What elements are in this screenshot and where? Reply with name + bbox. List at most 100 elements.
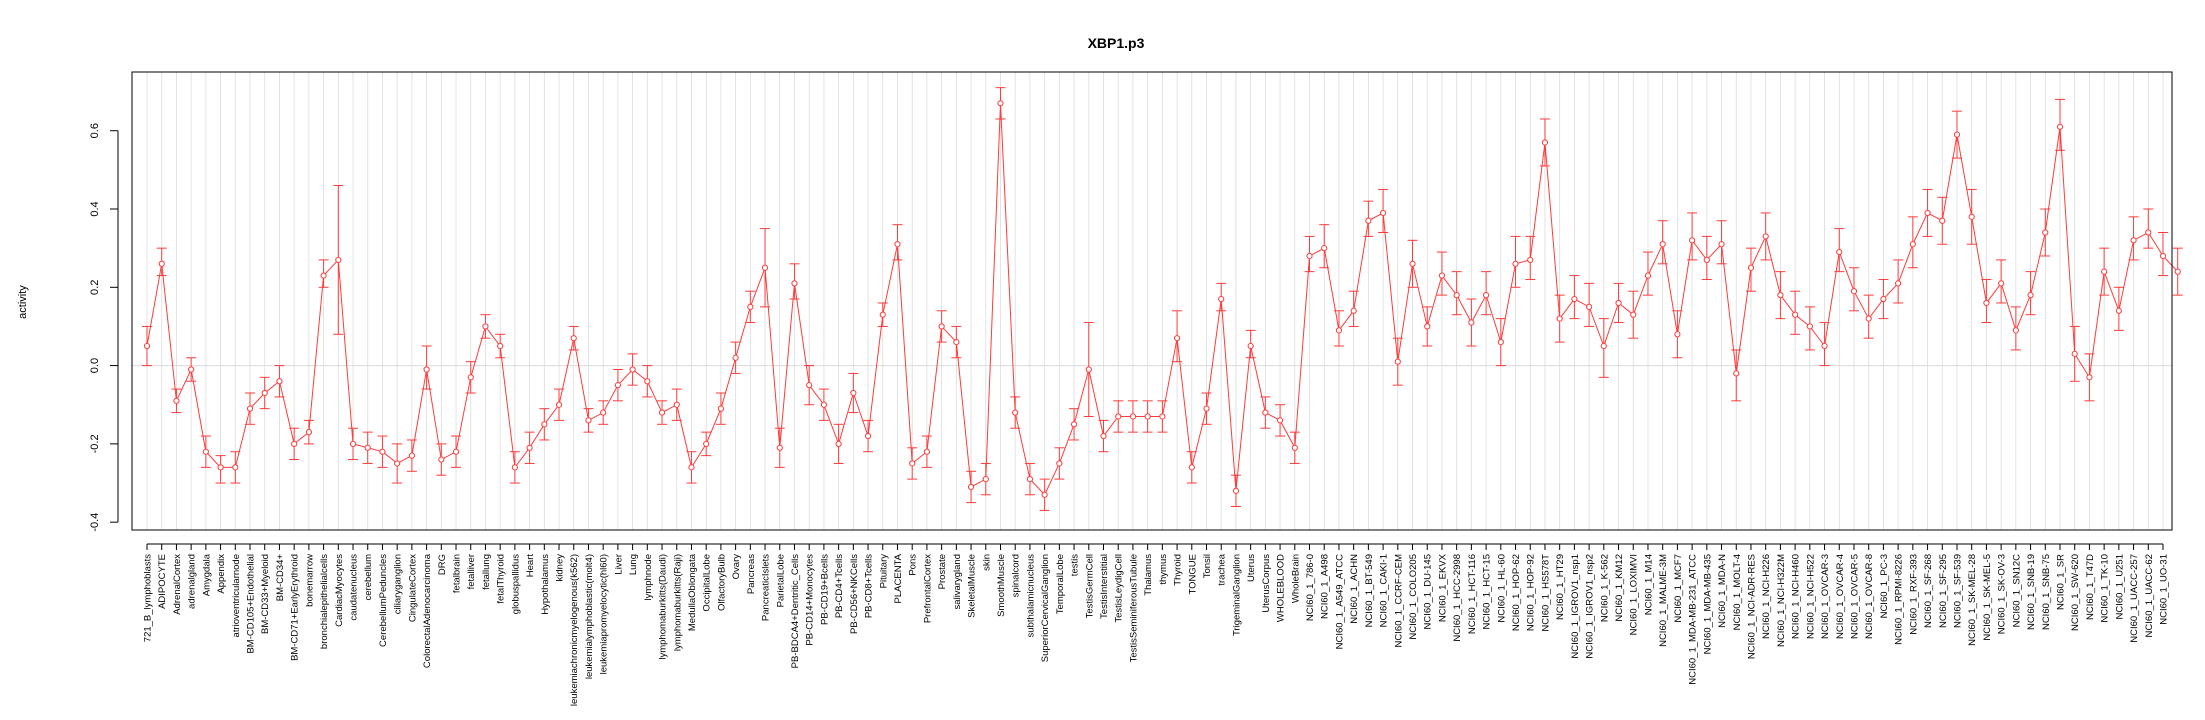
data-point [864, 432, 872, 440]
x-tick-label: leukemialymphoblastic(molt4) [584, 554, 595, 679]
x-tick-label: atrioventricularnode [231, 554, 242, 637]
data-point [585, 417, 592, 424]
data-point [967, 483, 975, 491]
x-tick-label: salivarygland [952, 554, 963, 609]
x-tick-label: leukemiachronicmyelogenous(k562) [569, 554, 580, 706]
data-point [1836, 248, 1843, 256]
data-point [1438, 272, 1446, 279]
x-tick-label: lymphomaburkitts(Daudi) [658, 554, 669, 660]
x-tick-label: PB-CD56+NKCells [849, 554, 860, 634]
x-tick-label: NCI60_1_MDA-MB-435 [1702, 554, 1713, 654]
x-tick-label: PB-CD19+Bcells [819, 554, 830, 625]
x-tick-label: Hypothalamus [540, 554, 551, 615]
data-point [1586, 303, 1593, 310]
data-point [1350, 307, 1357, 314]
data-point [1424, 323, 1431, 330]
x-tick-label: bronchialepithelialcells [319, 554, 330, 649]
data-point [541, 421, 548, 428]
x-tick-label: NCI60_1_SN12C [2011, 554, 2022, 628]
x-tick-label: TestisInterstitial [1099, 554, 1110, 619]
data-point [820, 401, 828, 408]
data-point [1100, 432, 1107, 440]
x-tick-label: NCI60_1_CCRF-CEM [1393, 554, 1404, 648]
data-point [1173, 335, 1181, 342]
data-point [438, 456, 445, 463]
x-tick-label: fetalliver [466, 554, 477, 589]
data-point [408, 452, 415, 459]
data-point [1644, 272, 1652, 279]
data-point [261, 389, 268, 397]
data-point [1468, 319, 1475, 326]
data-point [953, 339, 960, 346]
x-tick-label: NCI60_1_OVCAR-5 [1849, 554, 1860, 639]
data-point [1747, 264, 1755, 271]
data-point [1306, 252, 1313, 260]
data-point [1379, 209, 1387, 217]
x-tick-label: PancreaticIslets [761, 554, 772, 621]
x-tick-label: Heart [525, 554, 536, 578]
data-point [1394, 358, 1401, 365]
x-tick-label: Lung [628, 554, 639, 575]
x-tick-label: TemporalLobe [1055, 554, 1066, 614]
x-tick-label: NCI60_1_SK-OV-3 [1997, 554, 2008, 634]
x-tick-label: TestisLeydigCell [1114, 554, 1125, 623]
x-tick-label: OccipitalLobe [702, 554, 713, 612]
x-tick-label: NCI60_1_TK-10 [2100, 554, 2111, 623]
x-tick-label: NCI60_1_HOP-92 [1526, 554, 1537, 631]
data-point [747, 303, 754, 310]
x-tick-label: NCI60_1_EKVX [1437, 553, 1448, 622]
x-tick-label: NCI60_1_OVCAR-3 [1820, 554, 1831, 639]
data-point [614, 382, 621, 389]
data-point [2159, 252, 2167, 260]
x-tick-label: NCI60_1_MCF7 [1673, 554, 1684, 623]
x-tick-label: Pituitary [878, 554, 889, 589]
data-point [1409, 260, 1416, 267]
x-tick-label: subthalamicnucleus [1025, 554, 1036, 638]
data-point [806, 382, 813, 389]
x-tick-label: lymphnode [643, 554, 654, 600]
x-tick-label: PB-CD8+Tcells [864, 554, 875, 618]
x-tick-label: NCI60_1_HCT-15 [1482, 554, 1493, 630]
data-point [1497, 339, 1504, 346]
data-point [688, 464, 695, 471]
data-point [379, 448, 386, 455]
x-tick-label: NCI60_1_SR [2055, 554, 2066, 610]
data-point [364, 444, 371, 451]
x-tick-label: NCI60_1_SK-MEL-5 [1982, 554, 1993, 641]
data-point [850, 389, 857, 397]
x-tick-label: TestisSeminiferousTubule [1128, 554, 1139, 662]
data-point [600, 409, 607, 416]
x-tick-label: Pons [908, 554, 919, 576]
data-point [1262, 409, 1269, 416]
data-point [1806, 323, 1813, 330]
data-point [791, 280, 798, 287]
data-point [1733, 370, 1740, 377]
data-point [776, 444, 783, 451]
data-point [2042, 229, 2049, 236]
x-tick-label: NCI60_1_T47D [2085, 554, 2096, 620]
data-point [894, 241, 901, 248]
data-point [1909, 241, 1916, 248]
x-tick-label: spinalcord [1011, 554, 1022, 597]
data-point [1056, 460, 1063, 467]
data-point [1895, 280, 1902, 287]
data-point [1365, 217, 1372, 224]
x-tick-label: globuspallidus [510, 554, 521, 614]
x-tick-label: caudatenucleus [349, 554, 360, 621]
data-point [1630, 311, 1637, 318]
x-tick-label: NCI60_1_DU-145 [1423, 554, 1434, 630]
data-point [232, 464, 239, 471]
x-tick-label: bonemarrow [304, 554, 315, 607]
data-point [629, 366, 636, 373]
x-tick-label: DRG [437, 554, 448, 575]
data-point [1703, 256, 1710, 263]
data-point [2086, 374, 2093, 381]
data-point [2056, 123, 2064, 130]
data-point [246, 405, 254, 412]
x-tick-label: ADIPOCYTE [157, 554, 168, 609]
data-point [1512, 260, 1519, 267]
x-tick-label: Liver [613, 554, 624, 575]
data-point [1203, 405, 1210, 412]
x-tick-label: NCI60_1_SW-620 [2070, 554, 2081, 631]
data-point [2071, 350, 2078, 357]
